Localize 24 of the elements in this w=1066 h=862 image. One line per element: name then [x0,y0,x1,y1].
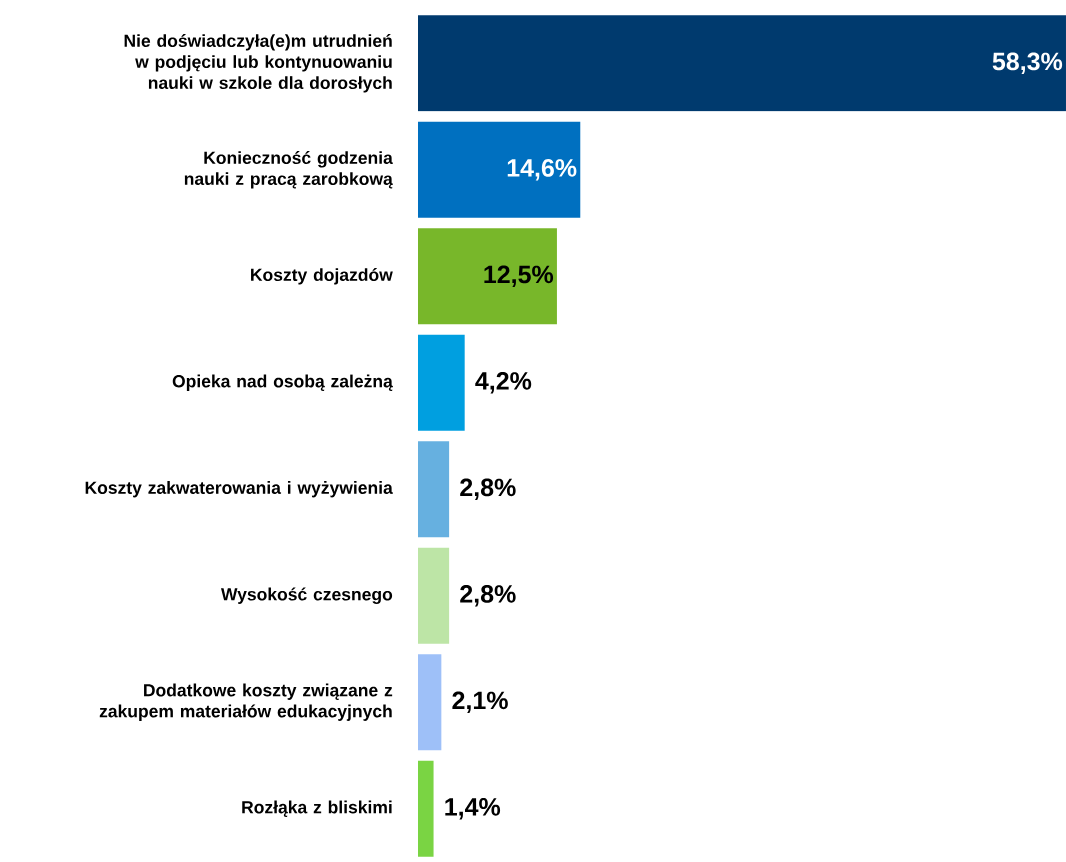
data-label: 1,4% [445,798,501,820]
y-tick-label: Konieczność godzenia nauki z pracą zarobkową [184,151,393,189]
data-label: 4,2% [475,372,532,394]
bar [418,441,450,538]
y-tick-label: Koszty dojazdów [251,268,393,285]
data-label: 14,6% [507,159,577,181]
bar [418,334,465,431]
data-label: 58,3% [992,52,1063,74]
y-tick-label: Wysokość czesnego [220,587,393,605]
bar [418,547,450,644]
bar [418,760,434,857]
data-label: 12,5% [484,265,554,287]
data-label: 2,8% [460,585,516,607]
y-tick-label: Opieka nad osobą zależną [172,374,393,391]
bar [418,228,557,325]
data-label: 2,1% [452,691,508,713]
y-tick-label: Koszty zakwaterowania i wyżywienia [85,481,393,498]
data-label: 2,8% [460,478,516,500]
y-tick-label: Dodatkowe koszty związane z zakupem materiałów edukacyjnych [99,683,393,721]
y-tick-label: Rozłąka z bliskimi [242,800,392,817]
bar [418,15,1066,112]
bar [418,121,581,218]
bar [418,654,442,751]
y-tick-label: Nie doświadczyła(e)m utrudnień w podjęciu lub kontynuowaniu nauki w szkole dla dorosłych [124,34,392,93]
